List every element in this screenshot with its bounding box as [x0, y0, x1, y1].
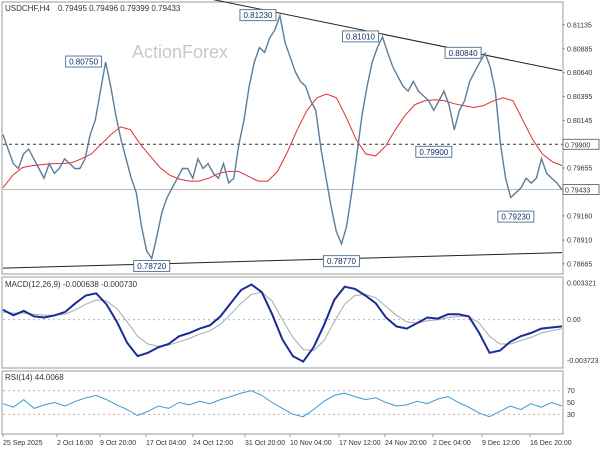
x-tick-label: 2 Dec 04:00 — [433, 440, 471, 447]
rsi-y-tick-label: 30 — [567, 412, 575, 419]
x-tick-label: 31 Oct 20:00 — [245, 440, 285, 447]
x-tick-label: 9 Oct 20:00 — [100, 440, 136, 447]
price-y-tick-label: 0.79160 — [567, 213, 592, 220]
price-line — [2, 12, 563, 261]
watermark: ActionForex — [132, 42, 228, 62]
price-annotation-box — [415, 145, 453, 158]
price-level-label: 0.79900 — [565, 142, 590, 149]
macd-panel-frame — [1, 276, 564, 369]
macd-y-tick-label: 0.00 — [567, 317, 581, 324]
macd-y-tick-label: -0.003723 — [567, 358, 599, 365]
price-level-marker — [562, 184, 600, 195]
x-tick-label: 16 Dec 20:00 — [530, 440, 572, 447]
moving-average-line — [2, 93, 563, 189]
price-y-tick-label: 0.80885 — [567, 47, 592, 54]
price-level-marker — [562, 138, 600, 150]
rsi-title: RSI(14) 44.0068 — [5, 373, 64, 382]
trendline — [2, 252, 563, 269]
price-annotation-label: 0.78720 — [137, 262, 166, 271]
price-level-label: 0.79433 — [565, 187, 590, 194]
price-annotation-label: 0.79230 — [501, 213, 530, 222]
price-y-tick-label: 0.78665 — [567, 261, 592, 268]
x-tick-label: 24 Nov 20:00 — [385, 440, 427, 447]
price-annotation-box — [65, 55, 103, 68]
chart-symbol: USDCHF,H4 — [5, 4, 50, 13]
x-tick-label: 10 Nov 04:00 — [290, 440, 332, 447]
chart-ohlc: 0.79495 0.79496 0.79399 0.79433 — [58, 4, 181, 13]
price-y-tick-label: 0.78910 — [567, 238, 592, 245]
rsi-y-tick-label: 50 — [567, 400, 575, 407]
price-annotation-label: 0.79900 — [419, 148, 448, 157]
price-annotation-box — [444, 46, 482, 59]
macd-signal-line — [2, 291, 563, 352]
x-tick-label: 25 Sep 2025 — [3, 440, 43, 447]
rsi-line — [2, 390, 563, 418]
price-annotation-label: 0.80750 — [69, 58, 98, 67]
price-annotation-box — [342, 30, 380, 43]
macd-line — [2, 283, 563, 363]
price-y-tick-label: 0.80640 — [567, 70, 592, 77]
price-annotation-label: 0.80840 — [449, 49, 478, 58]
x-tick-label: 24 Oct 12:00 — [193, 440, 233, 447]
price-y-tick-label: 0.80145 — [567, 118, 592, 125]
price-y-tick-label: 0.80395 — [567, 94, 592, 101]
price-annotation-box — [497, 210, 535, 223]
price-annotation-box — [239, 9, 277, 22]
price-annotation-box — [133, 259, 171, 272]
price-y-tick-label: 0.79655 — [567, 166, 592, 173]
rsi-y-tick-label: 70 — [567, 388, 575, 395]
price-annotation-label: 0.81010 — [346, 32, 375, 41]
x-tick-label: 2 Oct 16:00 — [57, 440, 93, 447]
rsi-panel-frame — [1, 370, 564, 435]
price-annotation-box — [322, 255, 360, 268]
x-tick-label: 17 Nov 12:00 — [339, 440, 381, 447]
price-annotation-label: 0.81230 — [243, 11, 272, 20]
macd-title: MACD(12,26,9) -0.000638 -0.000730 — [5, 280, 138, 289]
x-tick-label: 17 Oct 04:00 — [146, 440, 186, 447]
price-y-tick-label: 0.81135 — [567, 22, 592, 29]
x-tick-label: 9 Dec 12:00 — [482, 440, 520, 447]
price-annotation-label: 0.78770 — [327, 257, 356, 266]
macd-y-tick-label: 0.003321 — [567, 281, 596, 288]
price-panel-frame — [1, 1, 564, 275]
